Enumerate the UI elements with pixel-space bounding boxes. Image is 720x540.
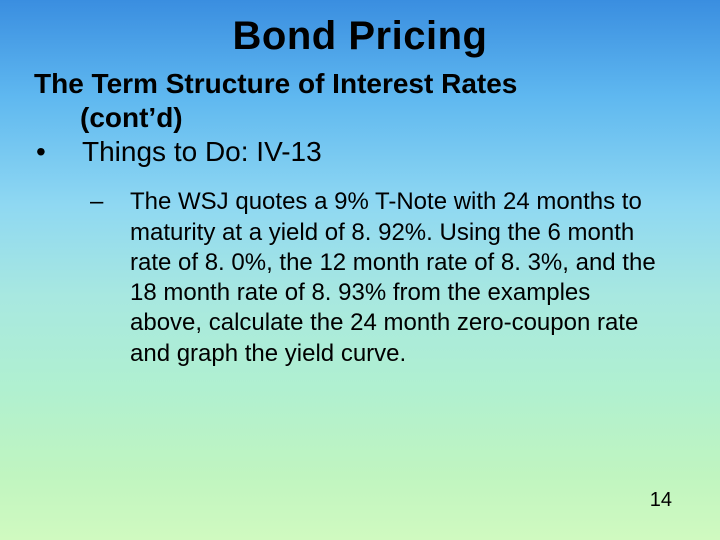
level2-text: The WSJ quotes a 9% T-Note with 24 month… — [130, 187, 686, 368]
bullet-level-1: • Things to Do: IV-13 — [34, 135, 686, 169]
slide-content: The Term Structure of Interest Rates (co… — [0, 67, 720, 369]
slide-title: Bond Pricing — [0, 0, 720, 67]
page-number: 14 — [650, 489, 672, 512]
dash-icon: – — [86, 187, 130, 368]
level1-text: Things to Do: IV-13 — [82, 135, 686, 169]
subtitle-line-1: The Term Structure of Interest Rates — [34, 67, 686, 101]
subtitle-line-2: (cont’d) — [34, 101, 686, 135]
sub-bullet-wrap: – The WSJ quotes a 9% T-Note with 24 mon… — [34, 169, 686, 368]
bullet-level-2: – The WSJ quotes a 9% T-Note with 24 mon… — [86, 187, 686, 368]
bullet-dot-icon: • — [34, 135, 82, 169]
slide: Bond Pricing The Term Structure of Inter… — [0, 0, 720, 540]
